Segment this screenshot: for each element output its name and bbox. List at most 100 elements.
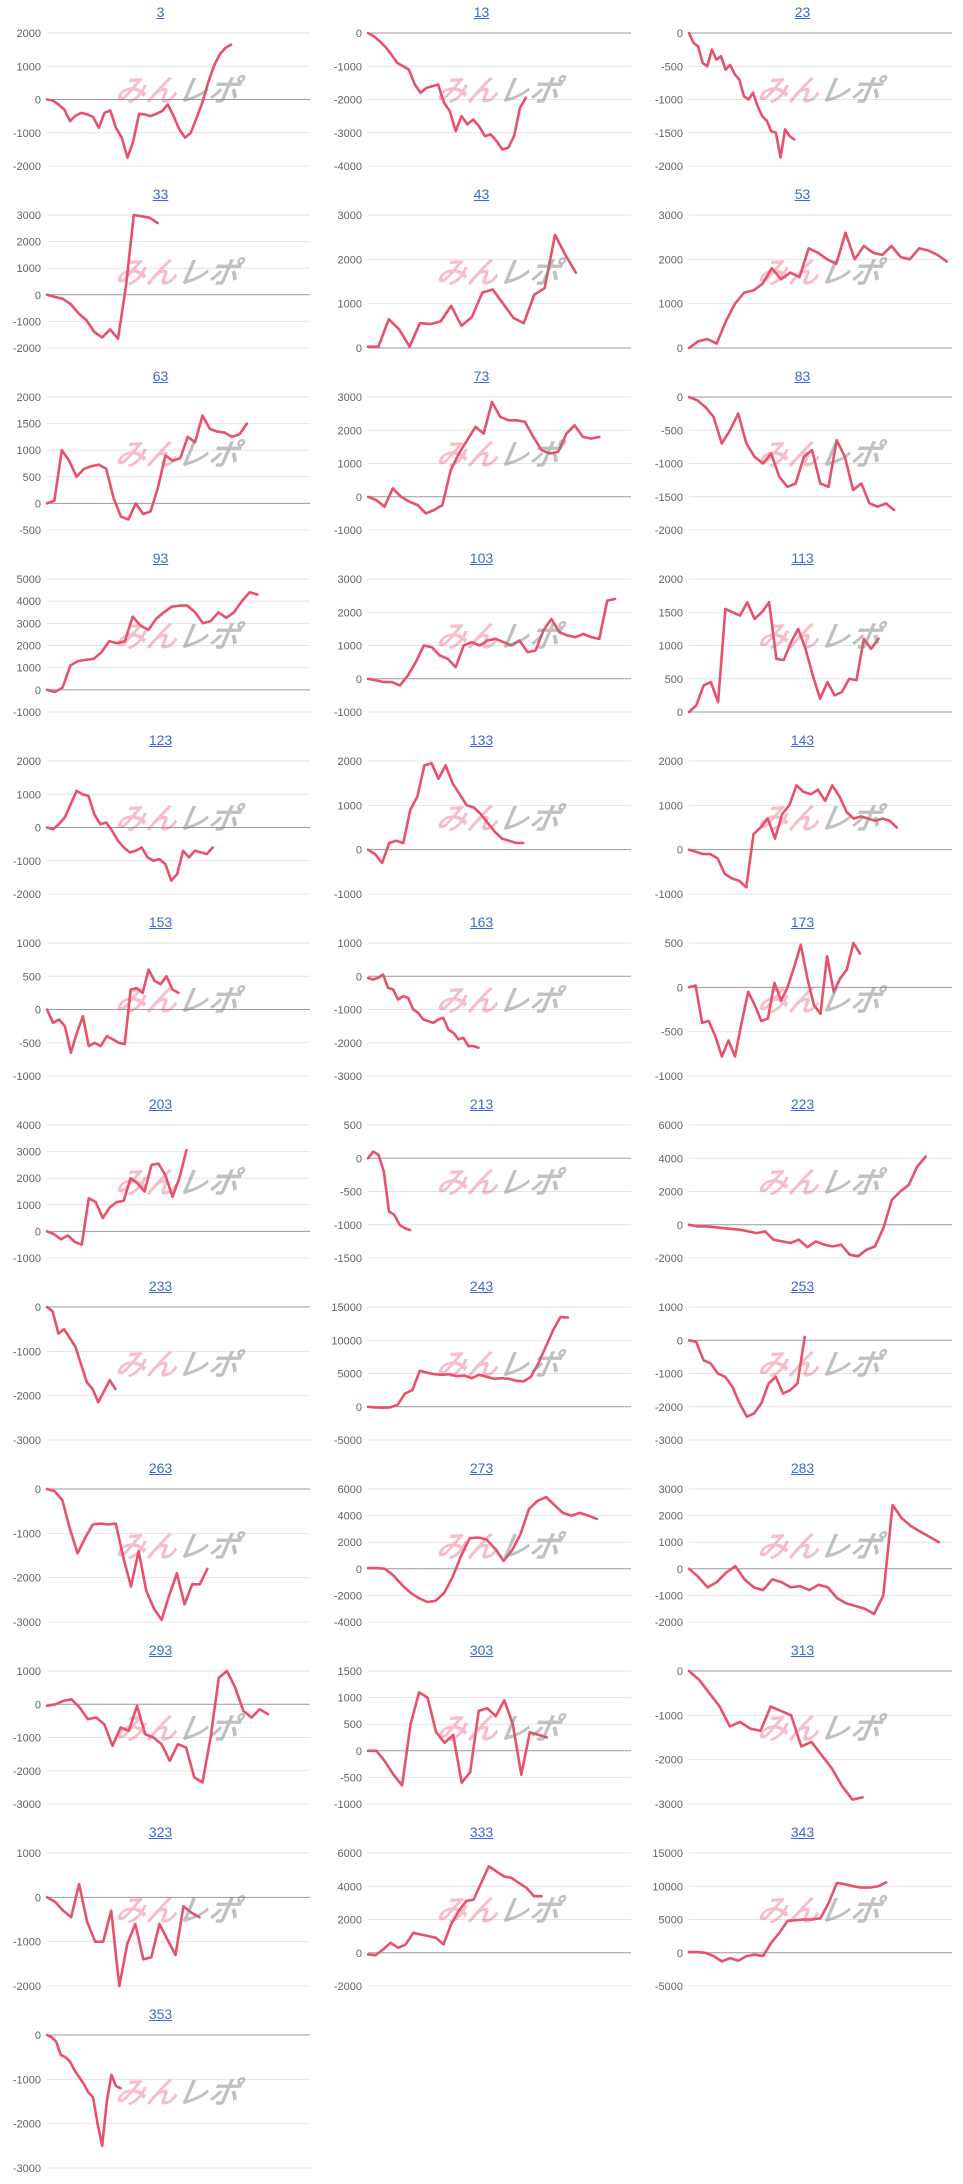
svg-text:1000: 1000: [659, 800, 683, 812]
svg-text:-1000: -1000: [655, 1710, 683, 1722]
chart-plot: 3000 2000 1000 0 -1000: [334, 392, 631, 537]
chart-title-link[interactable]: 73: [473, 368, 490, 384]
chart-title-link[interactable]: 343: [790, 1824, 815, 1840]
chart-title: 133: [321, 728, 642, 754]
chart-plot: 0 -1000 -2000 -3000: [13, 2030, 310, 2175]
chart-title-link[interactable]: 83: [794, 368, 811, 384]
chart-title: 323: [0, 1820, 321, 1846]
svg-text:-2000: -2000: [13, 1391, 41, 1403]
svg-text:-3000: -3000: [655, 1799, 683, 1811]
chart-title-link[interactable]: 143: [790, 732, 815, 748]
svg-text:-2000: -2000: [655, 1617, 683, 1629]
chart-plot: 500 0 -500 -1000 -1500: [334, 1120, 631, 1265]
svg-text:0: 0: [35, 2030, 41, 2042]
svg-text:-1000: -1000: [13, 1253, 41, 1265]
svg-text:0: 0: [35, 1302, 41, 1314]
svg-text:-2000: -2000: [655, 161, 683, 173]
chart-title-link[interactable]: 273: [469, 1460, 494, 1476]
chart-cell: 153 みんレポ 1000 500 0 -500 -1000: [0, 910, 321, 1092]
chart-title-link[interactable]: 323: [148, 1824, 173, 1840]
chart-title-link[interactable]: 153: [148, 914, 173, 930]
svg-text:2000: 2000: [659, 756, 683, 768]
chart-title-link[interactable]: 303: [469, 1642, 494, 1658]
svg-text:3000: 3000: [338, 210, 362, 222]
chart-title-link[interactable]: 13: [473, 4, 490, 20]
chart-plot: 5000 4000 3000 2000 1000 0 -1000: [13, 574, 310, 719]
chart-title: 233: [0, 1274, 321, 1300]
chart-title-link[interactable]: 163: [469, 914, 494, 930]
chart-title-link[interactable]: 93: [152, 550, 169, 566]
chart-title-link[interactable]: 63: [152, 368, 169, 384]
chart-plot: 2000 1500 1000 500 0: [659, 574, 952, 719]
svg-text:3000: 3000: [338, 392, 362, 404]
chart-title-link[interactable]: 353: [148, 2006, 173, 2022]
svg-text:15000: 15000: [652, 1848, 683, 1860]
chart-title-link[interactable]: 313: [790, 1642, 815, 1658]
chart-title: 43: [321, 182, 642, 208]
svg-text:-500: -500: [661, 1027, 683, 1039]
chart-title-link[interactable]: 263: [148, 1460, 173, 1476]
svg-text:0: 0: [356, 1564, 362, 1576]
svg-text:-2000: -2000: [655, 1253, 683, 1265]
svg-text:500: 500: [344, 1719, 362, 1731]
chart-cell: 313 みんレポ 0 -1000 -2000 -3000: [642, 1638, 963, 1820]
svg-text:-1000: -1000: [13, 1528, 41, 1540]
chart-cell: 203 みんレポ 4000 3000 2000 1000 0 -1000: [0, 1092, 321, 1274]
chart-title-link[interactable]: 283: [790, 1460, 815, 1476]
svg-text:-1500: -1500: [655, 492, 683, 504]
chart-cell: 243 みんレポ 15000 10000 5000 0 -5000: [321, 1274, 642, 1456]
svg-text:2000: 2000: [17, 237, 41, 249]
chart-title-link[interactable]: 203: [148, 1096, 173, 1112]
chart-title: 303: [321, 1638, 642, 1664]
svg-text:-1000: -1000: [655, 95, 683, 107]
svg-text:4000: 4000: [338, 1881, 362, 1893]
chart-title-link[interactable]: 333: [469, 1824, 494, 1840]
chart-cell: 123 みんレポ 2000 1000 0 -1000 -2000: [0, 728, 321, 910]
chart-cell: 83 みんレポ 0 -500 -1000 -1500 -2000: [642, 364, 963, 546]
svg-text:-3000: -3000: [13, 1617, 41, 1629]
chart-title-link[interactable]: 233: [148, 1278, 173, 1294]
chart-title-link[interactable]: 293: [148, 1642, 173, 1658]
chart-title-link[interactable]: 253: [790, 1278, 815, 1294]
chart-cell: 273 みんレポ 6000 4000 2000 0 -2000 -4000: [321, 1456, 642, 1638]
svg-text:-1000: -1000: [655, 1071, 683, 1083]
chart-title-link[interactable]: 33: [152, 186, 169, 202]
chart-cell: 173 みんレポ 500 0 -500 -1000: [642, 910, 963, 1092]
chart-title-link[interactable]: 243: [469, 1278, 494, 1294]
chart-title-link[interactable]: 133: [469, 732, 494, 748]
chart-title: 223: [642, 1092, 963, 1118]
chart-title-link[interactable]: 213: [469, 1096, 494, 1112]
chart-plot: 1000 0 -1000 -2000 -3000: [13, 1666, 310, 1811]
chart-title-link[interactable]: 113: [791, 550, 814, 566]
svg-text:15000: 15000: [331, 1302, 362, 1314]
svg-text:0: 0: [356, 1948, 362, 1960]
chart-title-link[interactable]: 173: [790, 914, 815, 930]
chart-plot: 0 -500 -1000 -1500 -2000: [655, 28, 952, 173]
svg-text:0: 0: [356, 1746, 362, 1758]
svg-text:0: 0: [356, 1402, 362, 1414]
svg-text:-2000: -2000: [13, 161, 41, 173]
chart-plot: 0 -500 -1000 -1500 -2000: [655, 392, 952, 537]
svg-text:-1000: -1000: [334, 525, 362, 537]
chart-title-link[interactable]: 23: [794, 4, 811, 20]
svg-text:2000: 2000: [17, 392, 41, 404]
svg-text:-2000: -2000: [334, 95, 362, 107]
chart-title: 203: [0, 1092, 321, 1118]
chart-plot: 2000 1000 0 -1000: [655, 756, 952, 901]
svg-text:-1000: -1000: [13, 1733, 41, 1745]
svg-text:1500: 1500: [338, 1666, 362, 1678]
chart-title: 103: [321, 546, 642, 572]
chart-title-link[interactable]: 43: [473, 186, 490, 202]
chart-plot: 6000 4000 2000 0 -2000: [334, 1848, 631, 1993]
svg-text:0: 0: [35, 290, 41, 302]
chart-title-link[interactable]: 103: [469, 550, 494, 566]
chart-cell: 283 みんレポ 3000 2000 1000 0 -1000 -2000: [642, 1456, 963, 1638]
chart-title: 73: [321, 364, 642, 390]
chart-title-link[interactable]: 3: [156, 4, 165, 20]
svg-text:-1000: -1000: [334, 1005, 362, 1017]
chart-title-link[interactable]: 123: [148, 732, 173, 748]
chart-title-link[interactable]: 53: [794, 186, 811, 202]
svg-text:-5000: -5000: [334, 1435, 362, 1447]
chart-title-link[interactable]: 223: [790, 1096, 815, 1112]
chart-plot: 3000 2000 1000 0: [659, 210, 952, 355]
